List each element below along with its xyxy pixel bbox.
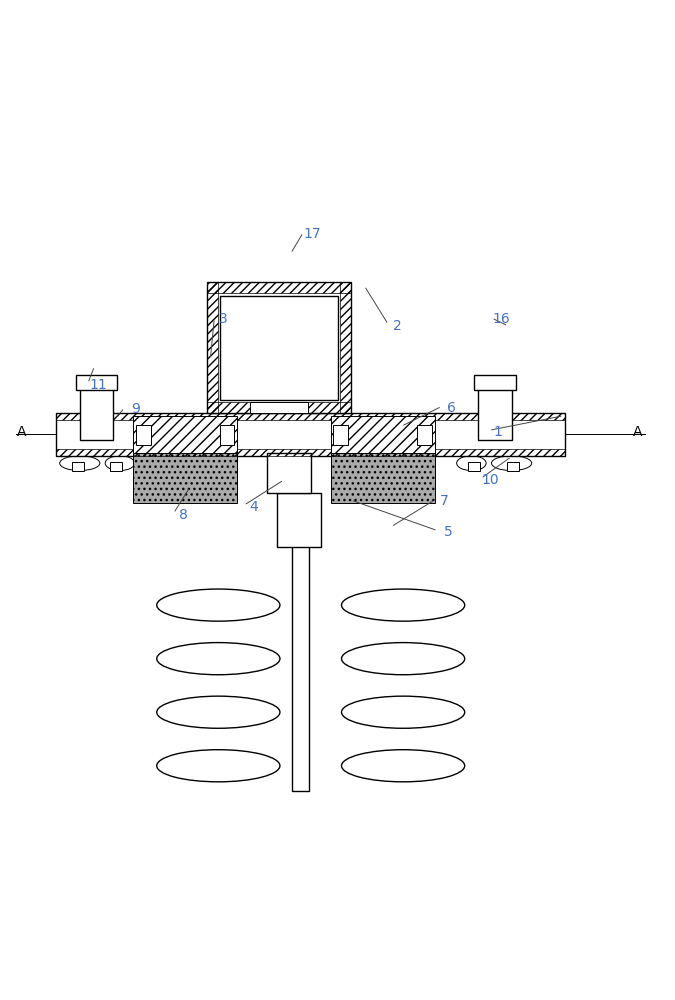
Bar (417, 425, 432, 445)
Ellipse shape (157, 696, 280, 728)
Text: 10: 10 (481, 473, 499, 487)
Text: 6: 6 (447, 401, 456, 415)
Bar (110, 462, 122, 471)
Bar (207, 402, 351, 413)
Bar (207, 282, 217, 413)
Bar (56, 413, 565, 456)
Ellipse shape (457, 456, 486, 471)
Ellipse shape (342, 750, 464, 782)
Text: 8: 8 (179, 508, 188, 522)
Text: 2: 2 (394, 319, 402, 333)
Text: 16: 16 (493, 312, 510, 326)
Bar (219, 425, 234, 445)
Bar (331, 416, 435, 453)
Ellipse shape (59, 456, 100, 471)
Ellipse shape (157, 750, 280, 782)
Bar (207, 282, 351, 293)
Bar (468, 462, 480, 471)
Bar (333, 425, 348, 445)
Bar (250, 402, 308, 413)
Bar (331, 453, 435, 503)
Bar (340, 282, 351, 413)
Ellipse shape (105, 456, 134, 471)
Bar (207, 282, 351, 413)
Bar (474, 375, 516, 390)
Text: 11: 11 (90, 378, 107, 392)
Bar (80, 376, 113, 440)
Ellipse shape (157, 643, 280, 675)
Ellipse shape (491, 456, 532, 471)
Text: 1: 1 (493, 425, 503, 439)
Text: 9: 9 (131, 402, 140, 416)
Bar (220, 296, 338, 400)
Text: 17: 17 (304, 227, 321, 241)
Text: 7: 7 (440, 494, 449, 508)
Bar (267, 453, 310, 493)
Text: 5: 5 (443, 525, 452, 539)
Bar (56, 449, 565, 456)
Bar (136, 425, 151, 445)
Text: A: A (632, 425, 642, 439)
Bar (72, 462, 84, 471)
Ellipse shape (342, 696, 464, 728)
Bar (277, 493, 321, 547)
Bar (292, 490, 308, 791)
Bar (478, 376, 512, 440)
Text: 3: 3 (219, 312, 228, 326)
Bar (134, 453, 237, 503)
Bar (134, 416, 237, 453)
Bar (56, 413, 565, 420)
Ellipse shape (342, 643, 464, 675)
Bar (507, 462, 519, 471)
Ellipse shape (342, 589, 464, 621)
Ellipse shape (157, 589, 280, 621)
Text: A: A (17, 425, 26, 439)
Text: 4: 4 (250, 500, 259, 514)
Bar (76, 375, 117, 390)
